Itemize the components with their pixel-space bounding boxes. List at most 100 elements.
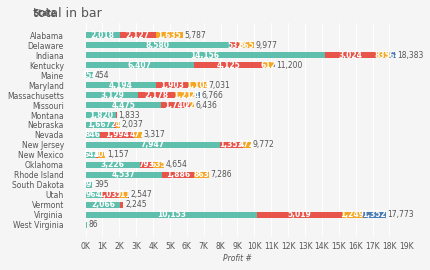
- Text: 5,787: 5,787: [184, 31, 206, 40]
- Bar: [230, 42, 239, 48]
- Bar: [114, 122, 116, 128]
- Text: 1,886: 1,886: [166, 170, 190, 179]
- Text: 4,537: 4,537: [112, 170, 135, 179]
- Bar: [195, 92, 200, 98]
- Bar: [155, 32, 183, 38]
- Text: 7,031: 7,031: [208, 81, 230, 90]
- Text: 1,820: 1,820: [89, 110, 113, 120]
- Text: 511: 511: [116, 190, 131, 199]
- Text: 2,547: 2,547: [130, 190, 152, 199]
- Text: 3,317: 3,317: [143, 130, 165, 139]
- X-axis label: Profit #: Profit #: [223, 254, 252, 263]
- Bar: [175, 92, 195, 98]
- Text: 86: 86: [89, 220, 98, 229]
- Text: 1,249: 1,249: [340, 210, 363, 219]
- Text: 6,766: 6,766: [201, 90, 223, 100]
- Text: 18,383: 18,383: [396, 51, 423, 60]
- Bar: [256, 212, 341, 218]
- Text: 477: 477: [129, 130, 145, 139]
- Text: 1,667: 1,667: [87, 120, 111, 130]
- Bar: [86, 32, 120, 38]
- Text: 17,773: 17,773: [387, 210, 413, 219]
- Text: 4,654: 4,654: [166, 160, 187, 169]
- Text: 10,153: 10,153: [157, 210, 185, 219]
- Text: 793: 793: [138, 160, 154, 169]
- Bar: [193, 62, 263, 68]
- Bar: [86, 152, 96, 158]
- Text: 2,127: 2,127: [125, 31, 149, 40]
- Text: 1,994: 1,994: [104, 130, 128, 139]
- Bar: [194, 172, 208, 178]
- Bar: [273, 62, 274, 68]
- Text: 1,213: 1,213: [173, 90, 197, 100]
- Bar: [133, 132, 141, 138]
- Text: 395: 395: [81, 180, 96, 189]
- Bar: [86, 72, 93, 78]
- Text: 243: 243: [110, 120, 126, 130]
- Text: 865: 865: [238, 41, 254, 50]
- Text: 4,475: 4,475: [111, 100, 135, 110]
- Text: 4,194: 4,194: [109, 81, 132, 90]
- Text: 1,833: 1,833: [118, 110, 139, 120]
- Text: 1,104: 1,104: [185, 81, 209, 90]
- Bar: [86, 92, 138, 98]
- Text: 395: 395: [94, 180, 108, 189]
- Bar: [86, 52, 324, 58]
- Bar: [138, 92, 175, 98]
- Text: 3,129: 3,129: [100, 90, 123, 100]
- Bar: [263, 62, 273, 68]
- Text: 2,178: 2,178: [144, 90, 169, 100]
- Bar: [162, 172, 194, 178]
- Bar: [156, 82, 188, 88]
- Text: 964: 964: [86, 190, 101, 199]
- Text: 221: 221: [184, 100, 200, 110]
- Text: 8,580: 8,580: [146, 41, 169, 50]
- Text: 9,977: 9,977: [255, 41, 277, 50]
- Text: 6,407: 6,407: [127, 61, 151, 70]
- Text: 4,125: 4,125: [216, 61, 240, 70]
- Text: 846: 846: [85, 130, 101, 139]
- Text: 7,947: 7,947: [140, 140, 164, 149]
- Text: 641: 641: [83, 150, 98, 159]
- Bar: [188, 82, 207, 88]
- Text: 3,024: 3,024: [338, 51, 361, 60]
- Bar: [389, 52, 395, 58]
- Bar: [86, 82, 156, 88]
- Bar: [86, 222, 87, 228]
- Text: 1,353: 1,353: [219, 140, 243, 149]
- Bar: [190, 102, 194, 108]
- Bar: [324, 52, 375, 58]
- Bar: [101, 192, 119, 198]
- Bar: [86, 182, 92, 188]
- Text: 454: 454: [95, 71, 109, 80]
- Bar: [161, 102, 190, 108]
- Text: 11,200: 11,200: [276, 61, 302, 70]
- Text: 454: 454: [81, 71, 97, 80]
- Bar: [341, 212, 362, 218]
- Bar: [86, 202, 120, 208]
- Text: 1,037: 1,037: [98, 190, 122, 199]
- Text: 863: 863: [193, 170, 209, 179]
- Text: 1,635: 1,635: [157, 31, 181, 40]
- Text: 400: 400: [94, 150, 109, 159]
- Bar: [86, 42, 230, 48]
- Text: State: State: [33, 9, 56, 18]
- Bar: [86, 122, 114, 128]
- Bar: [86, 112, 116, 118]
- Bar: [86, 172, 162, 178]
- Bar: [140, 162, 153, 168]
- Bar: [219, 142, 242, 148]
- Text: 635: 635: [150, 160, 166, 169]
- Bar: [119, 192, 128, 198]
- Text: 5,019: 5,019: [287, 210, 310, 219]
- Text: 3,226: 3,226: [101, 160, 124, 169]
- Text: 246: 246: [189, 90, 205, 100]
- Text: 1,157: 1,157: [107, 150, 128, 159]
- Bar: [153, 162, 164, 168]
- Text: 1,903: 1,903: [160, 81, 184, 90]
- Bar: [86, 62, 193, 68]
- Text: 6,436: 6,436: [196, 100, 217, 110]
- Text: 7,286: 7,286: [210, 170, 231, 179]
- Text: 9,772: 9,772: [252, 140, 273, 149]
- Text: 472: 472: [238, 140, 254, 149]
